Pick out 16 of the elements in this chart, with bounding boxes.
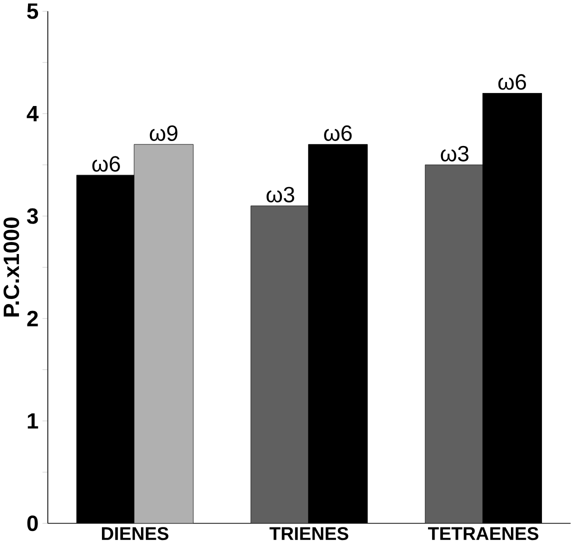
x-tick-label: DIENES bbox=[102, 527, 168, 540]
x-tick-label: TETRAENES bbox=[428, 527, 538, 540]
y-tick-label: 0 bbox=[27, 516, 38, 532]
data-label: ω6 bbox=[498, 74, 526, 90]
data-label: ω6 bbox=[92, 156, 120, 172]
x-tick-label: TRIENES bbox=[270, 527, 348, 540]
y-tick-label: 4 bbox=[26, 106, 39, 122]
y-tick-label: 1 bbox=[28, 414, 38, 429]
data-label: ω3 bbox=[266, 186, 294, 203]
y-tick-label: 2 bbox=[27, 310, 38, 326]
y-axis-title: P.C.x1000 bbox=[4, 218, 20, 317]
data-label: ω3 bbox=[440, 146, 468, 162]
y-tick-label: 5 bbox=[27, 4, 38, 20]
y-tick-label: 3 bbox=[26, 208, 38, 224]
data-label: ω9 bbox=[150, 126, 178, 142]
data-label: ω6 bbox=[324, 126, 352, 142]
